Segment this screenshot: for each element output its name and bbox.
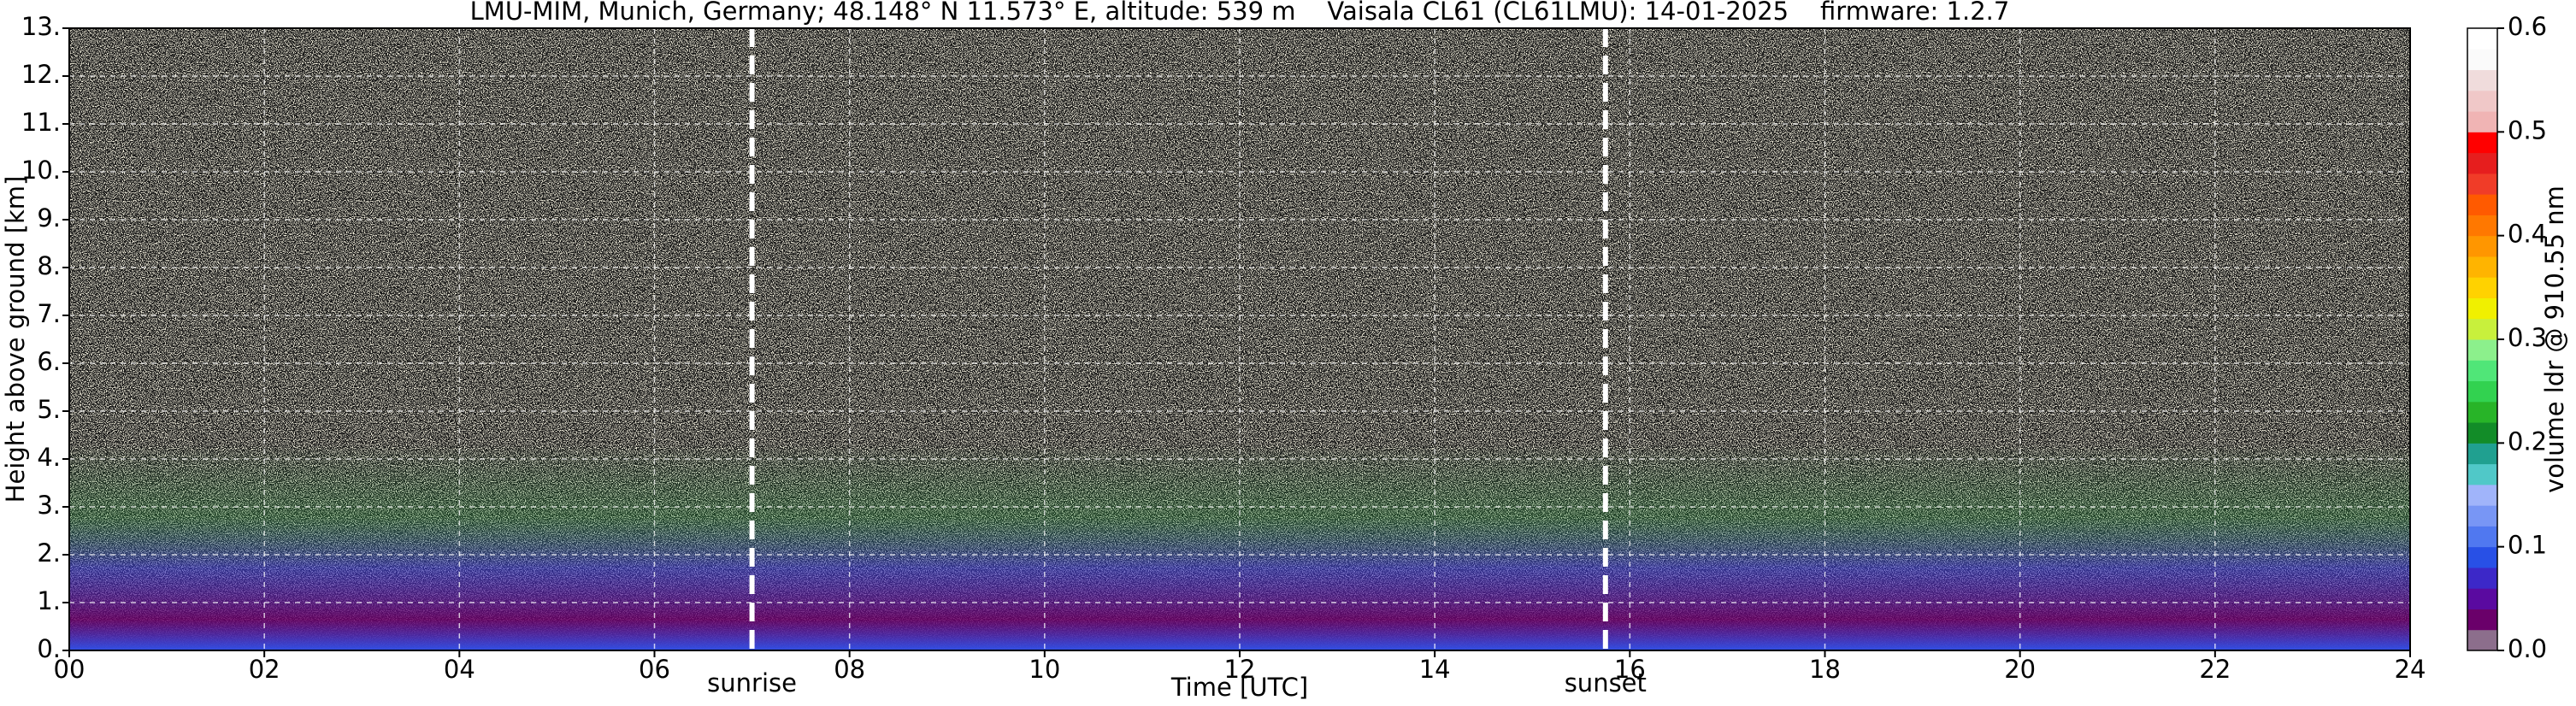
colorbar-tick-label: 0.6 [2508, 12, 2547, 41]
y-tick-label: 1. [37, 586, 61, 615]
colorbar-swatch [2467, 484, 2497, 506]
colorbar-swatch [2467, 526, 2497, 548]
chart-title: LMU-MIM, Munich, Germany; 48.148° N 11.5… [470, 0, 2010, 26]
colorbar-swatch [2467, 567, 2497, 589]
x-tick-label: 24 [2395, 655, 2426, 684]
x-tick-label: 04 [444, 655, 475, 684]
colorbar-swatch [2467, 194, 2497, 215]
colorbar-swatch [2467, 235, 2497, 257]
y-tick-label: 12. [21, 60, 61, 89]
x-tick-label: 02 [249, 655, 280, 684]
y-tick-label: 9. [37, 203, 61, 232]
y-tick-label: 0. [37, 634, 61, 663]
y-tick-label: 11. [21, 108, 61, 137]
annotation-label: sunrise [707, 668, 797, 697]
colorbar-swatch [2467, 297, 2497, 320]
y-tick-label: 7. [37, 299, 61, 328]
y-tick-label: 4. [37, 443, 61, 472]
x-tick-label: 14 [1419, 655, 1451, 684]
colorbar-swatch [2467, 152, 2497, 174]
x-tick-label: 18 [1809, 655, 1841, 684]
colorbar-swatch [2467, 318, 2497, 340]
colorbar-swatch [2467, 256, 2497, 278]
colorbar-swatch [2467, 422, 2497, 444]
y-tick-label: 2. [37, 538, 61, 568]
x-tick-label: 10 [1029, 655, 1060, 684]
colorbar-swatch [2467, 132, 2497, 154]
colorbar-swatch [2467, 277, 2497, 298]
x-tick-label: 06 [639, 655, 670, 684]
x-tick-label: 16 [1614, 655, 1646, 684]
y-tick-label: 5. [37, 395, 61, 424]
colorbar-swatch [2467, 609, 2497, 631]
x-tick-label: 00 [54, 655, 85, 684]
x-tick-label: 20 [2004, 655, 2036, 684]
y-tick-label: 10. [21, 156, 61, 185]
axes-frame [68, 27, 2411, 651]
colorbar-swatch [2467, 173, 2497, 195]
y-tick-label: 6. [37, 347, 61, 376]
colorbar-tick-label: 0.0 [2508, 634, 2547, 663]
y-tick-label: 13. [21, 12, 61, 41]
colorbar-swatch [2467, 588, 2497, 609]
y-tick-label: 3. [37, 491, 61, 520]
colorbar-label: volume ldr @ 910.55 nm [2540, 185, 2569, 493]
colorbar-swatch [2467, 49, 2497, 71]
colorbar-swatch [2467, 90, 2497, 112]
x-tick-label: 08 [834, 655, 865, 684]
colorbar-swatch [2467, 463, 2497, 485]
boundary-layer-shading [69, 444, 2410, 650]
colorbar-tick-label: 0.4 [2508, 220, 2547, 249]
colorbar-swatch [2467, 629, 2497, 651]
colorbar-swatch [2467, 360, 2497, 382]
colorbar-swatch [2467, 111, 2497, 132]
colorbar-swatch [2467, 215, 2497, 237]
y-tick-label: 8. [37, 251, 61, 280]
colorbar-tick-label: 0.2 [2508, 427, 2547, 456]
annotation-label: sunset [1565, 668, 1647, 697]
colorbar-tick-label: 0.1 [2508, 531, 2547, 560]
colorbar-swatch [2467, 443, 2497, 465]
colorbar-swatch [2467, 505, 2497, 527]
colorbar-swatch [2467, 546, 2497, 568]
x-tick-label: 22 [2199, 655, 2231, 684]
y-axis-label: Height above ground [km] [1, 176, 30, 503]
colorbar-swatch [2467, 69, 2497, 91]
x-tick-label: 12 [1224, 655, 1256, 684]
colorbar-tick-label: 0.5 [2508, 115, 2547, 144]
colorbar-swatch [2467, 28, 2497, 50]
colorbar-swatch [2467, 401, 2497, 423]
x-axis-label: Time [UTC] [1170, 673, 1308, 702]
colorbar-swatch [2467, 380, 2497, 403]
colorbar-tick-label: 0.3 [2508, 323, 2547, 352]
colorbar-swatch [2467, 339, 2497, 361]
